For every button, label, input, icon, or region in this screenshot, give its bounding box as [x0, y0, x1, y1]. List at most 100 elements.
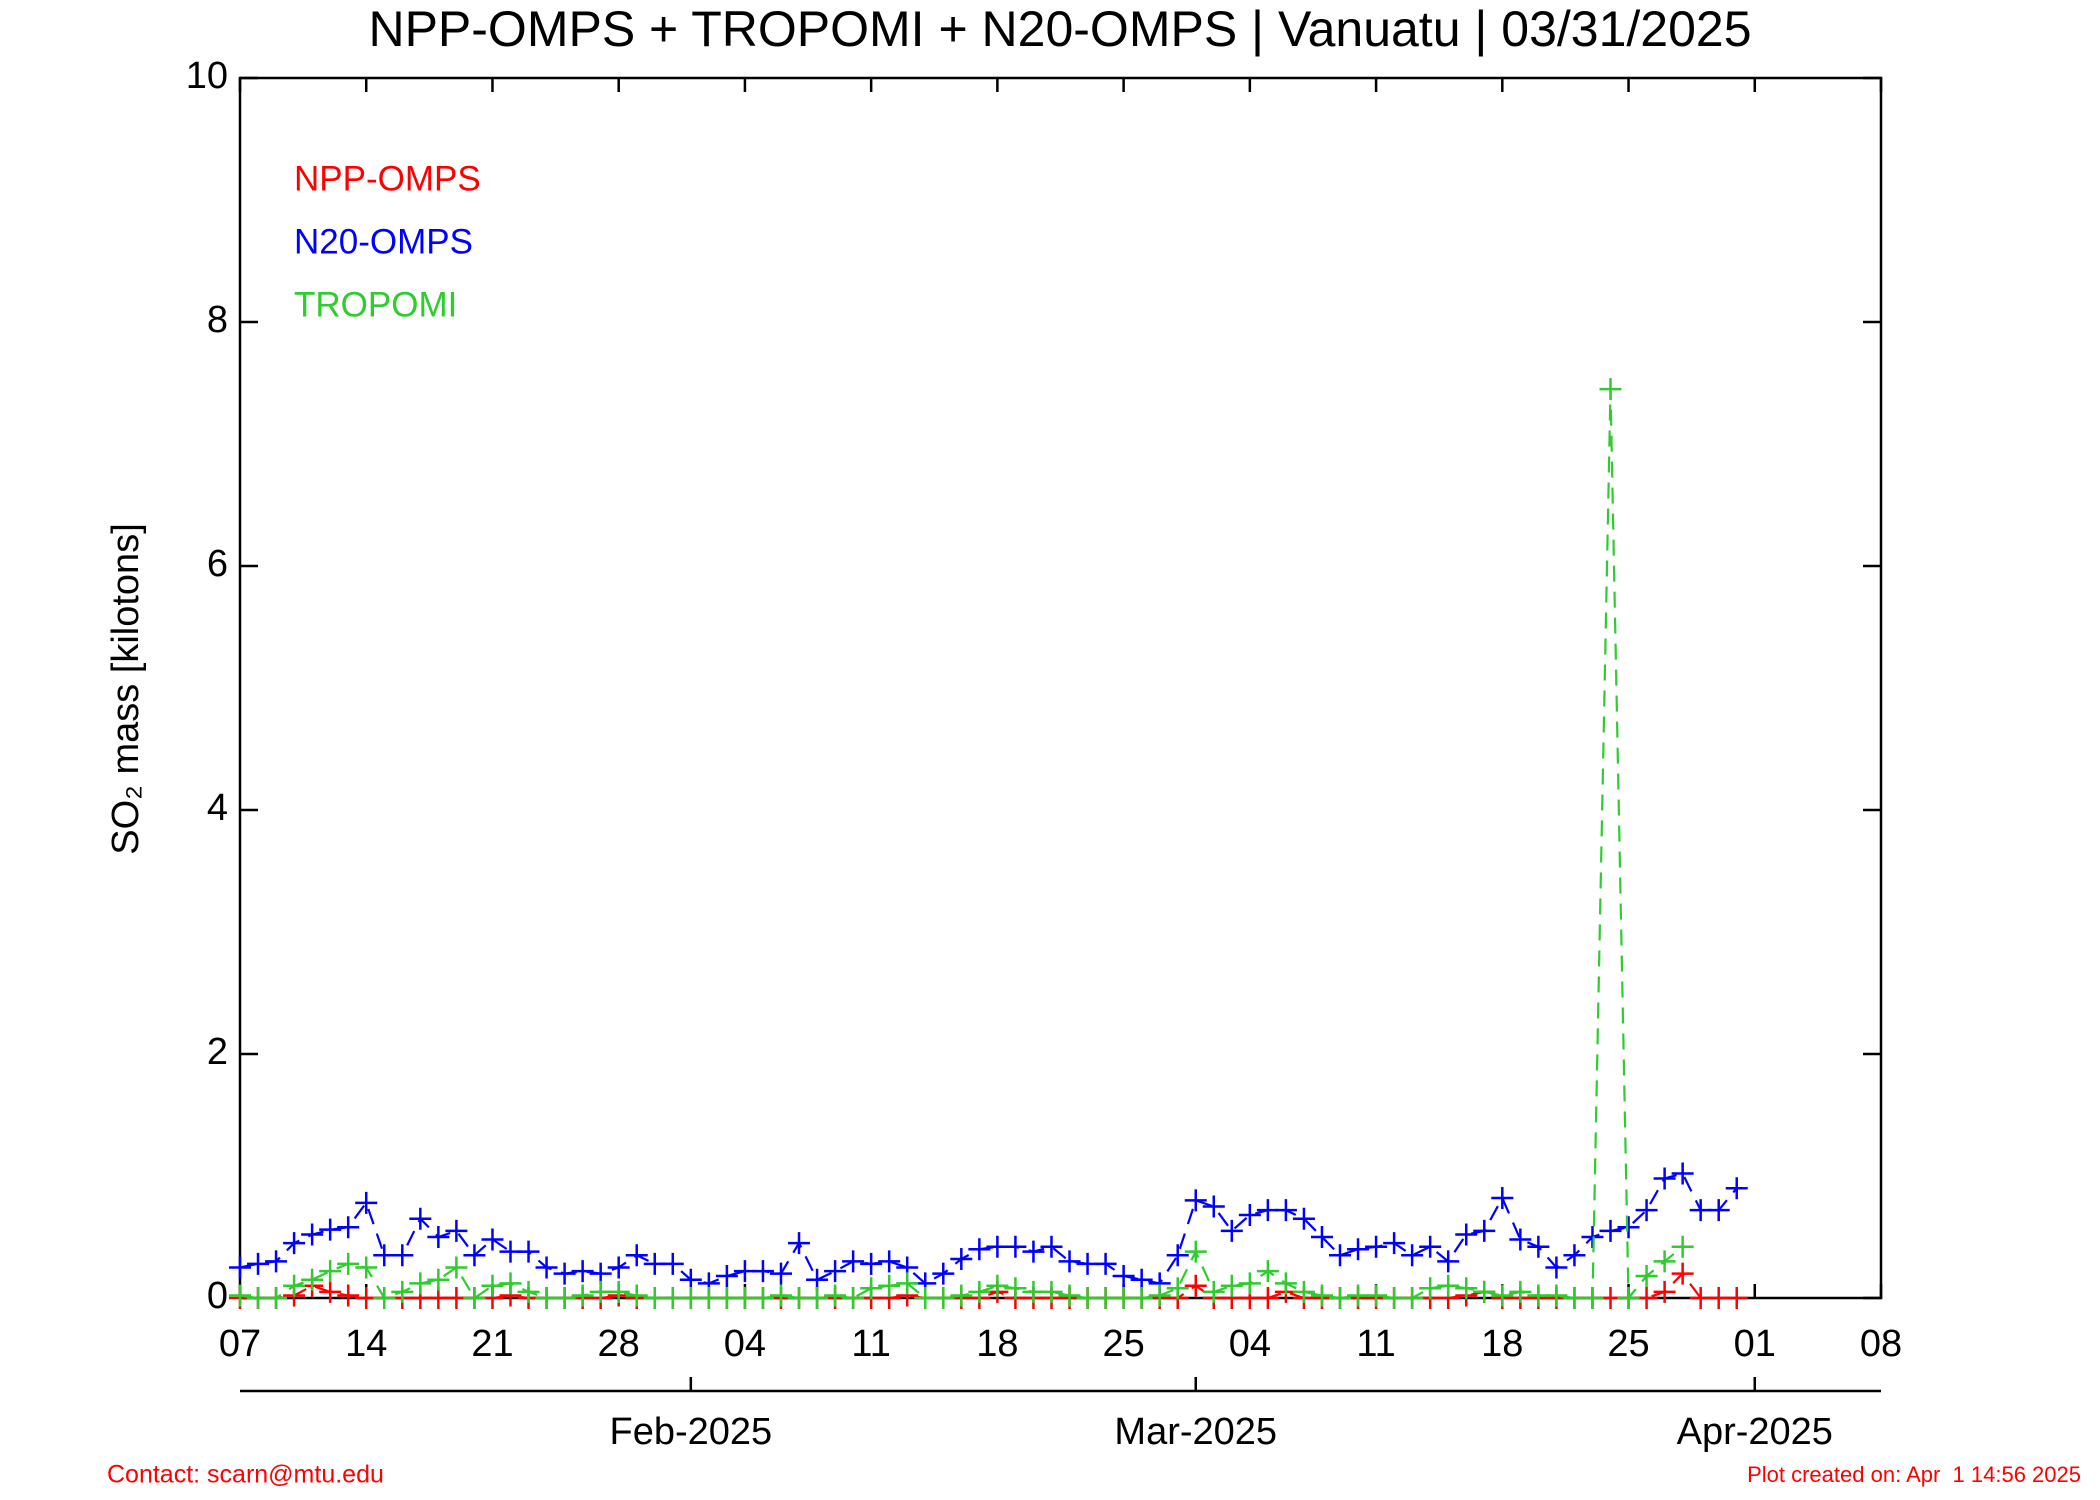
x-tick-label: 25 — [1607, 1323, 1649, 1365]
point-marker — [769, 1262, 792, 1285]
point-marker — [1040, 1280, 1063, 1303]
y-tick-label: 8 — [207, 299, 228, 341]
point-marker — [751, 1260, 774, 1283]
point-marker — [1130, 1287, 1153, 1309]
point-marker — [715, 1265, 738, 1288]
point-marker — [1599, 1219, 1622, 1242]
point-marker — [319, 1280, 342, 1303]
point-marker — [1329, 1287, 1352, 1309]
legend-label: N20-OMPS — [294, 222, 473, 261]
point-marker — [751, 1287, 774, 1309]
point-marker — [1545, 1256, 1568, 1279]
y-axis-label: SO₂ mass [kilotons] — [105, 523, 147, 855]
point-marker — [265, 1287, 288, 1309]
point-marker — [950, 1247, 973, 1270]
point-marker — [824, 1260, 847, 1283]
point-marker — [319, 1218, 342, 1241]
chart-title: NPP-OMPS + TROPOMI + N20-OMPS | Vanuatu … — [368, 1, 1751, 57]
point-marker — [607, 1256, 630, 1279]
point-marker — [373, 1287, 396, 1309]
point-marker — [391, 1244, 414, 1267]
x-tick-label: 11 — [851, 1323, 890, 1365]
point-marker — [1184, 1274, 1207, 1297]
point-marker — [1671, 1262, 1694, 1285]
point-marker — [661, 1252, 684, 1275]
point-marker — [1473, 1219, 1496, 1242]
point-marker — [1238, 1272, 1261, 1295]
point-marker — [1455, 1277, 1478, 1300]
y-tick-label: 4 — [207, 787, 228, 829]
point-marker — [337, 1216, 360, 1239]
point-marker — [1220, 1219, 1243, 1242]
point-marker — [283, 1232, 306, 1255]
point-marker — [1401, 1244, 1424, 1267]
point-marker — [1148, 1284, 1171, 1307]
point-marker — [1329, 1244, 1352, 1267]
point-marker — [806, 1287, 829, 1309]
point-marker — [1653, 1250, 1676, 1273]
point-marker — [1220, 1274, 1243, 1297]
x-tick-label: 14 — [345, 1323, 387, 1365]
point-marker — [517, 1240, 540, 1263]
point-marker — [1166, 1277, 1189, 1300]
point-marker — [1725, 1177, 1748, 1200]
point-marker — [409, 1207, 432, 1230]
point-marker — [1491, 1186, 1514, 1209]
point-marker — [391, 1280, 414, 1303]
point-marker — [409, 1272, 432, 1295]
contact: Contact: scarn@mtu.edu — [107, 1461, 384, 1489]
x-tick-label: 04 — [1229, 1323, 1271, 1365]
point-marker — [319, 1260, 342, 1283]
x-tick-label: 21 — [471, 1323, 513, 1365]
point-marker — [1437, 1250, 1460, 1273]
point-marker — [1563, 1244, 1586, 1267]
point-marker — [1509, 1280, 1532, 1303]
point-marker — [445, 1256, 468, 1279]
x-tick-label: 11 — [1356, 1323, 1395, 1365]
x-tick-label: 01 — [1734, 1323, 1776, 1365]
x-tick-label: 08 — [1860, 1323, 1902, 1365]
point-marker — [1292, 1280, 1315, 1303]
point-marker — [463, 1287, 486, 1309]
point-marker — [1166, 1244, 1189, 1267]
x-tick-label: 18 — [976, 1323, 1018, 1365]
point-marker — [950, 1284, 973, 1307]
point-marker — [1202, 1280, 1225, 1303]
month-tick-label: Feb-2025 — [609, 1411, 772, 1453]
point-marker — [1671, 1235, 1694, 1258]
point-marker — [878, 1274, 901, 1297]
point-marker — [355, 1191, 378, 1214]
point-marker — [1725, 1287, 1748, 1309]
point-marker — [625, 1244, 648, 1267]
point-marker — [229, 1284, 251, 1307]
point-marker — [1274, 1199, 1297, 1222]
point-marker — [1347, 1238, 1370, 1261]
point-marker — [499, 1272, 522, 1295]
point-marker — [301, 1223, 324, 1246]
point-marker — [1473, 1280, 1496, 1303]
point-marker — [1184, 1189, 1207, 1212]
point-marker — [1617, 1287, 1640, 1309]
y-tick-label: 0 — [207, 1275, 228, 1317]
point-marker — [553, 1262, 576, 1285]
point-marker — [1635, 1199, 1658, 1222]
point-marker — [625, 1284, 648, 1307]
point-marker — [932, 1262, 955, 1285]
point-marker — [481, 1274, 504, 1297]
point-marker — [1419, 1235, 1442, 1258]
point-marker — [1419, 1277, 1442, 1300]
point-marker — [553, 1287, 576, 1309]
point-marker — [1004, 1277, 1027, 1300]
point-marker — [337, 1284, 360, 1307]
point-marker — [986, 1274, 1009, 1297]
point-marker — [247, 1252, 270, 1275]
point-marker — [1545, 1284, 1568, 1307]
point-marker — [788, 1232, 811, 1255]
point-marker — [824, 1284, 847, 1307]
plot-created: Plot created on: Apr 1 14:56 2025 — [1747, 1462, 2081, 1487]
point-marker — [1635, 1265, 1658, 1288]
point-marker — [517, 1280, 540, 1303]
point-marker — [1599, 378, 1622, 401]
point-marker — [301, 1268, 324, 1291]
